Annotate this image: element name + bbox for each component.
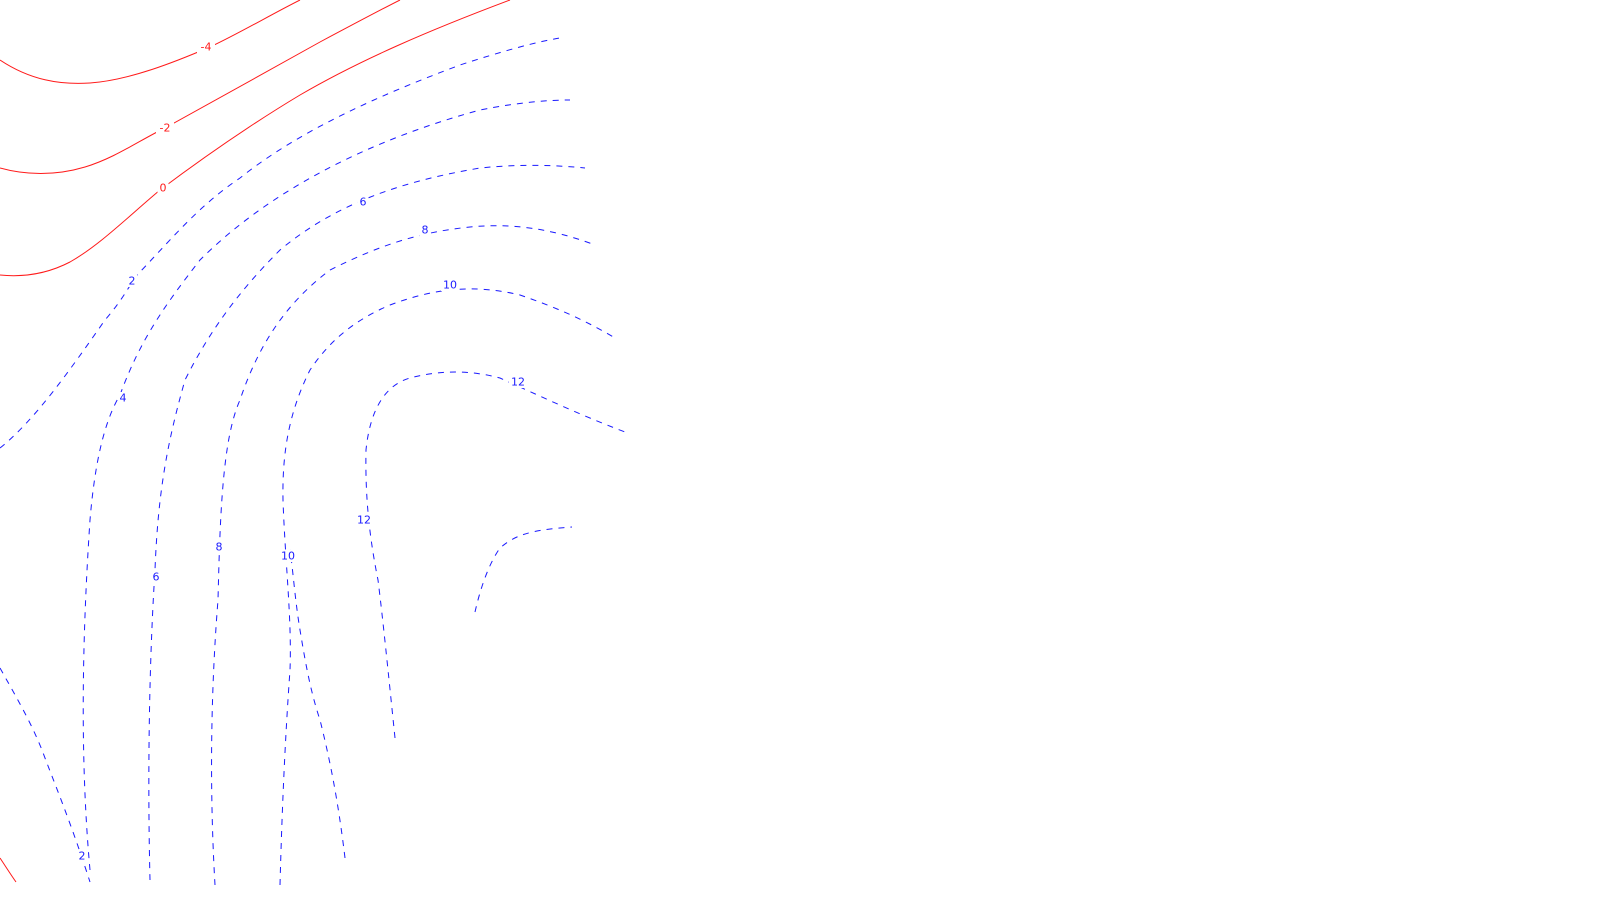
contour-label-background bbox=[156, 122, 174, 134]
contour-label-background bbox=[213, 541, 225, 553]
contour-line-level-0-2 bbox=[0, 0, 511, 277]
contour-label-5: 6 bbox=[360, 196, 367, 209]
contour-label-2: 0 bbox=[160, 182, 167, 195]
contour-label-8: 12 bbox=[511, 376, 525, 389]
contour-lines bbox=[0, 0, 626, 886]
contour-label-background bbox=[126, 275, 138, 287]
contour-label-background bbox=[150, 571, 162, 583]
contour-label-background bbox=[357, 196, 369, 208]
contour-label-background bbox=[355, 514, 373, 526]
contour-line-level-6-5 bbox=[148, 164, 586, 881]
contour-label-9: 12 bbox=[357, 514, 371, 527]
contour-label-background bbox=[117, 392, 129, 404]
contour-label-background bbox=[76, 850, 88, 862]
contour-label-4: 4 bbox=[120, 392, 127, 405]
contour-label-12: 10 bbox=[281, 550, 295, 563]
contour-label-3: 2 bbox=[129, 275, 136, 288]
contour-label-10: 8 bbox=[216, 541, 223, 554]
contour-label-7: 10 bbox=[443, 279, 457, 292]
contour-label-6: 8 bbox=[422, 224, 429, 237]
contour-label-13: 2 bbox=[79, 850, 86, 863]
contour-line-level-6-10 bbox=[289, 549, 346, 859]
contour-label-11: 6 bbox=[153, 571, 160, 584]
contour-label-background bbox=[157, 182, 169, 194]
contour-label-background bbox=[441, 279, 459, 291]
contour-label-background bbox=[419, 224, 431, 236]
contour-line-level-2-3 bbox=[0, 37, 561, 449]
contour-labels: -4 -2 0 2 4 6 8 10 12 12 8 6 10 2 bbox=[76, 41, 527, 863]
contour-line-level-2-11 bbox=[0, 667, 91, 883]
contour-line-level-8-6 bbox=[211, 225, 596, 886]
contour-label-1: -2 bbox=[160, 122, 171, 135]
contour-label-background bbox=[509, 376, 527, 388]
contour-line-level-neg4-12 bbox=[0, 857, 17, 883]
contour-line-level-neg2-1 bbox=[0, 0, 401, 174]
contour-line-level-4-4 bbox=[82, 99, 571, 871]
contour-line-level-neg4-0 bbox=[0, 0, 301, 84]
contour-label-background bbox=[279, 550, 297, 562]
contour-line-level-10-7 bbox=[279, 288, 616, 886]
contour-label-0: -4 bbox=[201, 41, 212, 54]
contour-label-background bbox=[197, 41, 215, 53]
contour-line-level-12-8 bbox=[365, 371, 626, 739]
